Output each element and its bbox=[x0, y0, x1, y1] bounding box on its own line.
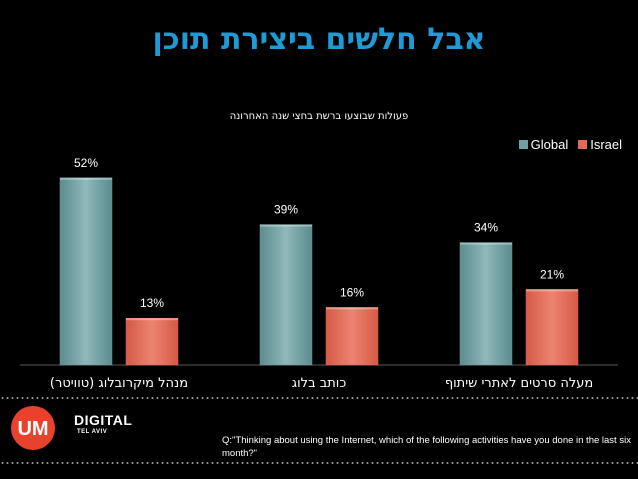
um-logo: UM bbox=[11, 406, 55, 450]
legend-label-israel: Israel bbox=[590, 137, 622, 152]
legend-swatch-israel bbox=[578, 140, 588, 149]
chart-title: פעולות שבוצעו ברשת בחצי שנה האחרונה bbox=[229, 111, 409, 122]
category-label-1: כותב בלוג bbox=[292, 376, 347, 391]
bar-highlight-global-1 bbox=[260, 224, 312, 227]
data-label-israel-0: 13% bbox=[140, 296, 164, 310]
bar-global-2 bbox=[459, 242, 513, 366]
bar-israel-2 bbox=[525, 289, 579, 366]
data-label-israel-1: 16% bbox=[340, 285, 364, 299]
bar-global-1 bbox=[259, 224, 313, 366]
bar-highlight-israel-1 bbox=[326, 307, 378, 310]
bar-israel-0 bbox=[125, 317, 179, 366]
legend-label-global: Global bbox=[530, 137, 569, 152]
category-label-0: מנהל מיקרובלוג (טוויטר) bbox=[50, 376, 188, 391]
slide-title: אבל חלשים ביצירת תוכן bbox=[152, 22, 486, 57]
bar-highlight-global-0 bbox=[60, 177, 112, 180]
legend-swatch-global bbox=[518, 140, 528, 149]
bar-israel-1 bbox=[325, 307, 379, 366]
legend-item-israel: Israel bbox=[578, 137, 622, 152]
data-label-global-2: 34% bbox=[474, 221, 498, 235]
logo-city-text: TEL AVIV bbox=[77, 429, 108, 435]
bar-highlight-israel-0 bbox=[126, 318, 178, 321]
logo-wordmark: DIGITAL TEL AVIV bbox=[74, 412, 132, 435]
data-label-global-0: 52% bbox=[74, 156, 98, 170]
bar-highlight-israel-2 bbox=[526, 289, 578, 292]
divider-dots-bottom bbox=[0, 462, 638, 464]
category-label-2: מעלה סרטים לאתרי שיתוף bbox=[445, 376, 593, 391]
legend-item-global: Global bbox=[518, 137, 569, 152]
data-label-israel-2: 21% bbox=[540, 267, 564, 281]
bar-highlight-global-2 bbox=[460, 242, 512, 245]
chart-legend: Global Israel bbox=[518, 137, 628, 152]
bar-global-0 bbox=[59, 177, 113, 366]
data-label-global-1: 39% bbox=[274, 203, 298, 217]
survey-question: Q:"Thinking about using the Internet, wh… bbox=[222, 435, 631, 459]
logo-um-text: UM bbox=[17, 418, 48, 440]
logo-digital-text: DIGITAL bbox=[74, 412, 133, 428]
divider-dots-top bbox=[0, 397, 638, 399]
